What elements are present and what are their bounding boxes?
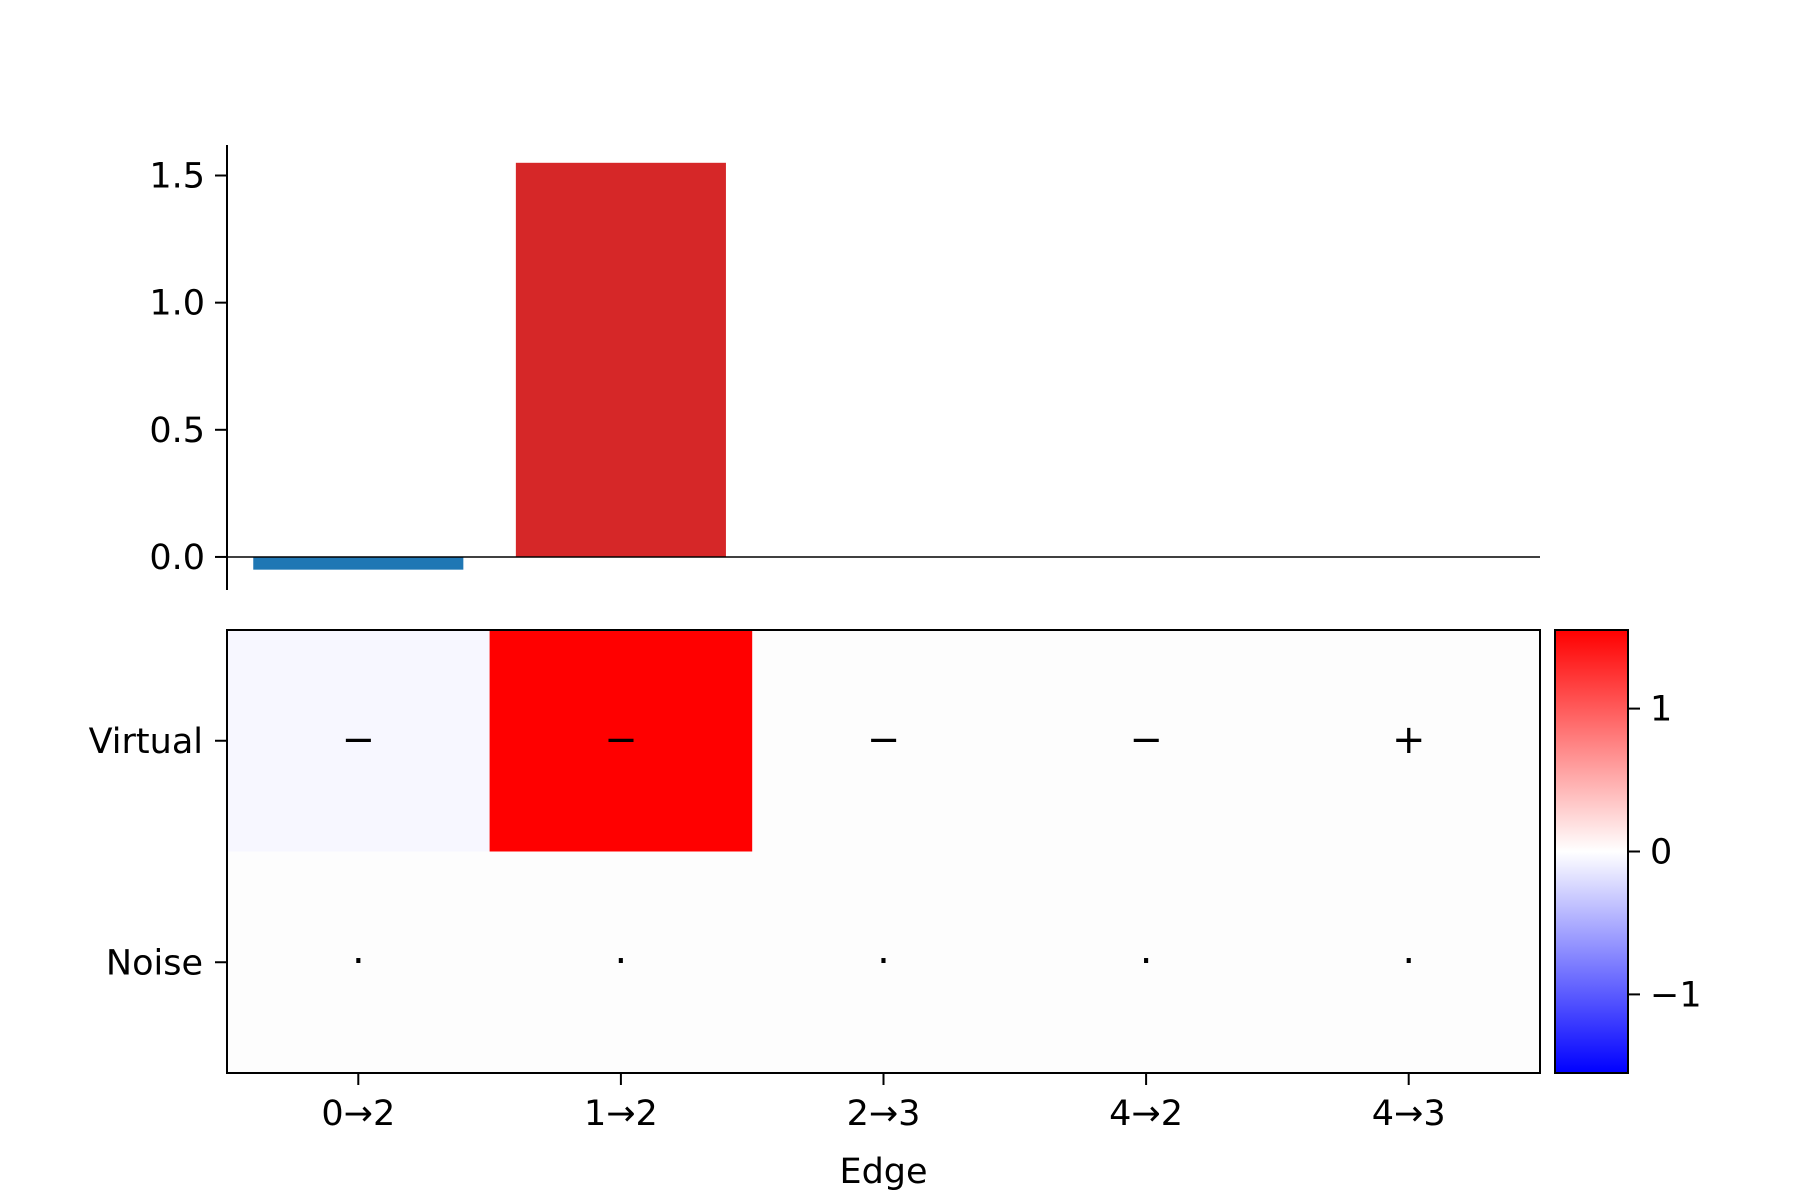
column-label: 0→2 [321, 1094, 395, 1134]
heatmap-cell-Noise-2→3 [752, 851, 1016, 1074]
colorbar: 1 0 −1 [1554, 629, 1702, 1074]
bar-chart-panel: 0.0 0.5 1.0 1.5 [149, 145, 1540, 590]
colorbar-tick-label: 0 [1650, 833, 1672, 873]
bar-marks [253, 162, 726, 570]
bar-1→2 [515, 162, 726, 557]
colorbar-tick-label: 1 [1650, 690, 1672, 730]
heatmap-annotation: · [352, 938, 365, 984]
heatmap-cell-Virtual-4→2 [1014, 630, 1278, 852]
heatmap-cell-Virtual-0→2 [227, 630, 491, 852]
bar-y-tick-label: 0.0 [149, 538, 205, 578]
bar-y-tick-label: 0.5 [149, 411, 205, 451]
heatmap-cell-Noise-4→2 [1014, 851, 1278, 1074]
heatmap-annotation: − [342, 717, 376, 763]
bar-y-tick-label: 1.0 [149, 284, 205, 324]
heatmap-annotation: − [604, 717, 638, 763]
heatmap-cell-Noise-0→2 [227, 851, 491, 1074]
colorbar-gradient [1554, 629, 1629, 1074]
column-label: 4→2 [1109, 1094, 1183, 1134]
heatmap-cell-Virtual-2→3 [752, 630, 1016, 852]
bar-y-tick-label: 1.5 [149, 157, 205, 197]
heatmap-annotation: · [1140, 938, 1153, 984]
row-label-noise: Noise [106, 943, 203, 983]
heatmap-annotation: · [615, 938, 628, 984]
heatmap-cell-Noise-4→3 [1277, 851, 1541, 1074]
heatmap-annotation: · [1402, 938, 1415, 984]
bar-0→2 [253, 556, 464, 570]
colorbar-ticks: 1 0 −1 [1628, 690, 1702, 1015]
column-label: 4→3 [1372, 1094, 1446, 1134]
row-label-virtual: Virtual [89, 722, 203, 762]
heatmap-annotation: − [867, 717, 901, 763]
heatmap-cell-Noise-1→2 [489, 851, 753, 1074]
x-axis-title: Edge [839, 1152, 927, 1192]
colorbar-tick-label: −1 [1650, 975, 1702, 1015]
heatmap-row-ticks: Virtual Noise [89, 722, 227, 983]
heatmap-cell-Virtual-1→2 [489, 630, 753, 852]
column-label: 2→3 [847, 1094, 921, 1134]
heatmap-annotation: − [1129, 717, 1163, 763]
heatmap-cell-Virtual-4→3 [1277, 630, 1541, 852]
heatmap-cells [227, 630, 1541, 1074]
heatmap-annotation: · [877, 938, 890, 984]
heatmap-annotations: − − − − + · · · · · [342, 717, 1426, 985]
column-label: 1→2 [584, 1094, 658, 1134]
heatmap-column-ticks: 0→2 1→2 2→3 4→2 4→3 [321, 1073, 1446, 1134]
heatmap-annotation: + [1392, 717, 1426, 763]
bar-y-ticks: 0.0 0.5 1.0 1.5 [149, 157, 227, 578]
